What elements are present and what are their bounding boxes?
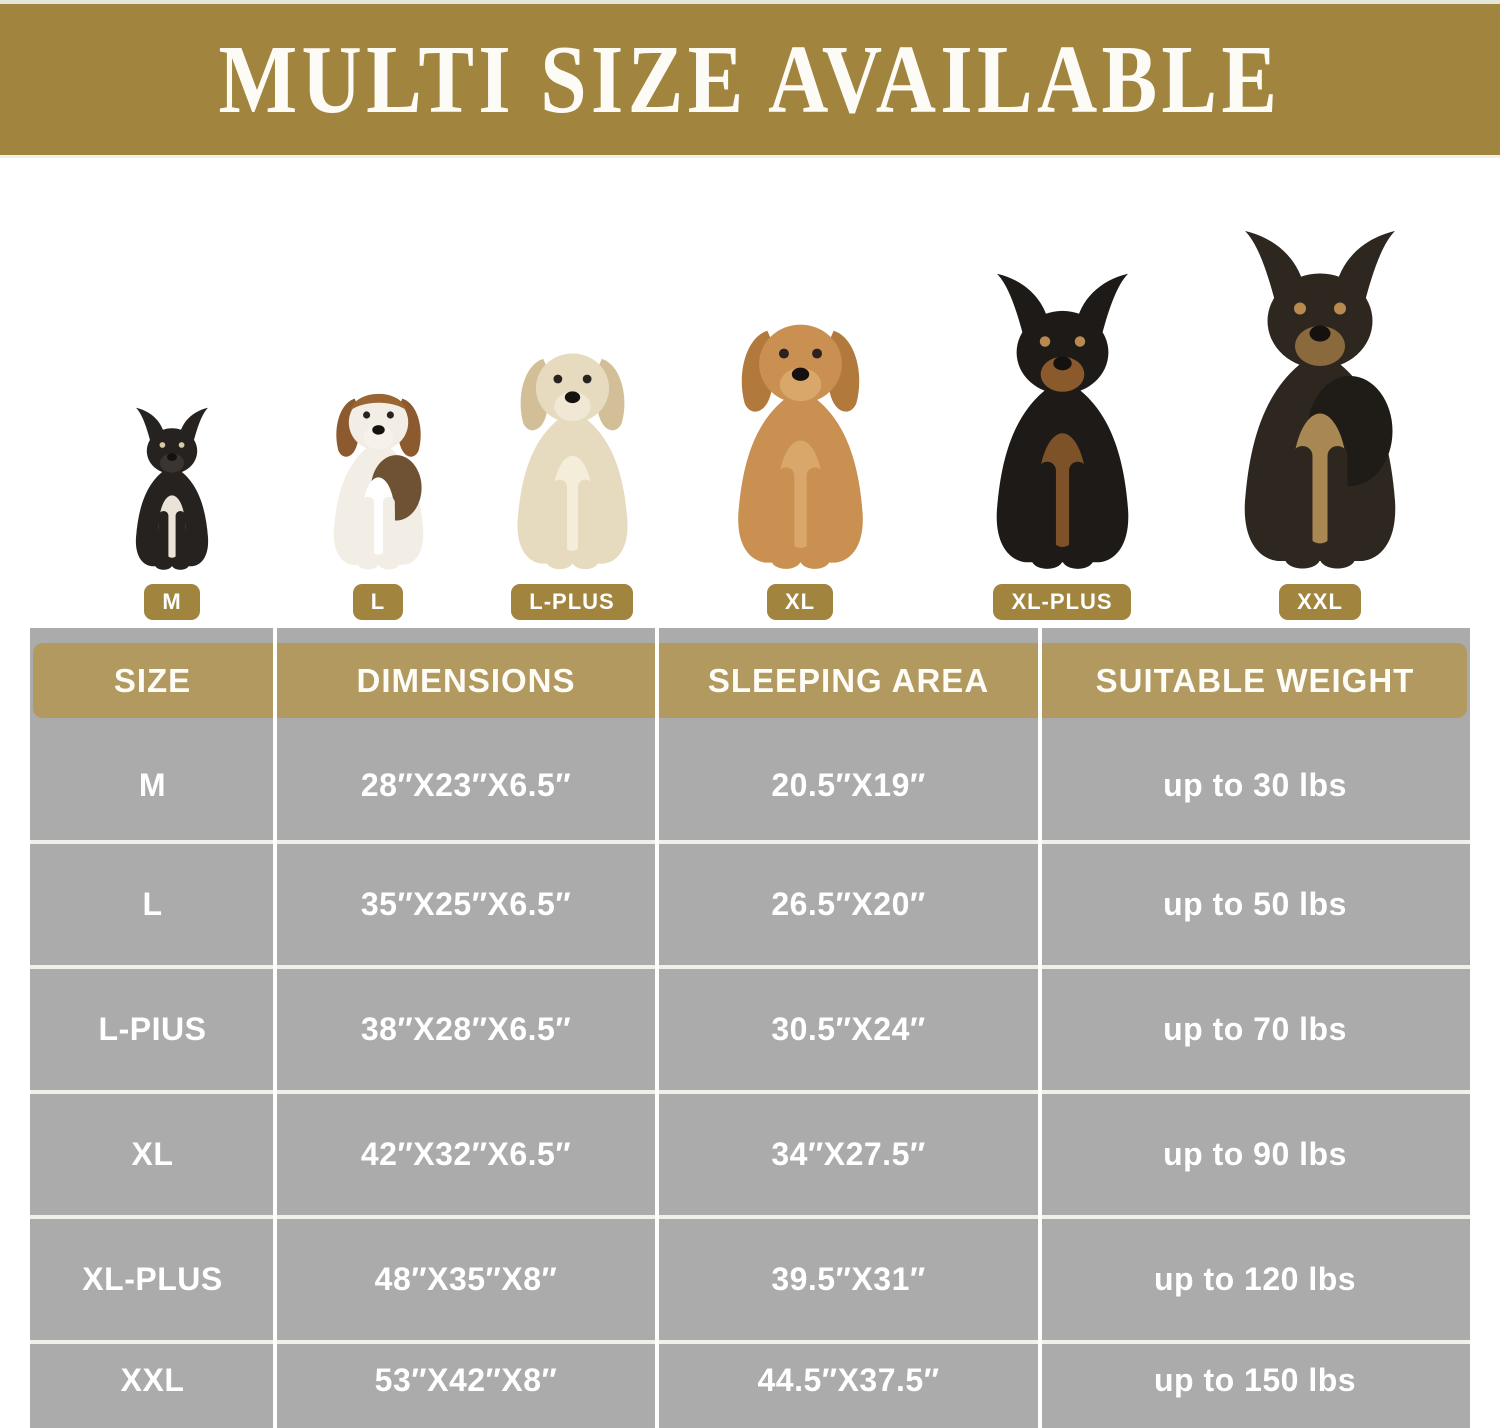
cell-suitable-weight: up to 70 lbs — [1163, 1011, 1347, 1047]
cell-suitable-weight: up to 120 lbs — [1153, 1261, 1357, 1297]
cell-dimensions: 48″X35″X8″ — [374, 1261, 558, 1297]
cell-dimensions: 42″X32″X6.5″ — [360, 1136, 572, 1172]
column-header-size: SIZE — [113, 661, 192, 699]
cell-suitable-weight: up to 90 lbs — [1163, 1136, 1347, 1172]
dog-figure-m: M — [92, 403, 252, 620]
cell-size: L — [142, 886, 163, 922]
cell-size: XL-PLUS — [82, 1261, 223, 1297]
size-badge-label: L-PLUS — [529, 589, 615, 614]
cell-sleeping-area: 30.5″X24″ — [771, 1011, 926, 1047]
dog-figure-l: L — [288, 363, 468, 620]
column-divider — [655, 628, 659, 1428]
german-shepherd-illustration — [1195, 221, 1445, 571]
beagle-illustration — [304, 363, 453, 571]
cell-sleeping-area: 44.5″X37.5″ — [757, 1362, 940, 1398]
size-badge-xl: XL — [766, 584, 834, 620]
page-title: MULTI SIZE AVAILABLE — [218, 26, 1282, 133]
size-badge-xxl: XXL — [1279, 584, 1361, 620]
column-divider — [1038, 628, 1042, 1428]
cell-sleeping-area: 34″X27.5″ — [771, 1136, 926, 1172]
cell-suitable-weight: up to 50 lbs — [1163, 886, 1347, 922]
doberman-illustration — [953, 265, 1172, 571]
cell-sleeping-area: 20.5″X19″ — [771, 766, 926, 803]
cell-size: XL — [131, 1136, 174, 1172]
size-badge-xl-plus: XL-PLUS — [993, 584, 1131, 620]
dog-figure-xl: XL — [690, 281, 910, 620]
column-header-sleeping-area: SLEEPING AREA — [707, 661, 990, 699]
title-banner: MULTI SIZE AVAILABLE — [0, 0, 1500, 158]
size-badge-label: M — [162, 589, 182, 614]
french-bulldog-illustration — [112, 403, 232, 571]
cream-retriever-illustration — [481, 315, 664, 571]
cell-suitable-weight: up to 150 lbs — [1153, 1362, 1357, 1398]
table-row: XL 42″X32″X6.5″ 34″X27.5″ up to 90 lbs — [30, 1090, 1470, 1215]
dog-size-comparison: M L L-PLUS XL XL-PLUS XXL — [0, 158, 1500, 628]
size-badge-label: L — [370, 589, 386, 614]
table-row: XL-PLUS 48″X35″X8″ 39.5″X31″ up to 120 l… — [30, 1215, 1470, 1340]
size-badge-l-plus: L-PLUS — [511, 584, 633, 620]
cell-dimensions: 35″X25″X6.5″ — [360, 886, 572, 922]
golden-retriever-illustration — [697, 281, 904, 571]
cell-dimensions: 38″X28″X6.5″ — [360, 1011, 572, 1047]
cell-suitable-weight: up to 30 lbs — [1163, 766, 1347, 803]
cell-dimensions: 28″X23″X6.5″ — [360, 766, 572, 803]
size-badge-label: XL-PLUS — [1011, 589, 1113, 614]
column-header-suitable-weight: SUITABLE WEIGHT — [1095, 661, 1415, 699]
column-divider — [273, 628, 277, 1428]
table-row: XXL 53″X42″X8″ 44.5″X37.5″ up to 150 lbs — [30, 1340, 1470, 1428]
table-row: L-PIUS 38″X28″X6.5″ 30.5″X24″ up to 70 l… — [30, 965, 1470, 1090]
column-header-dimensions: DIMENSIONS — [356, 661, 576, 699]
cell-size: M — [138, 766, 167, 803]
dog-figure-xxl: XXL — [1190, 221, 1450, 620]
size-badge-label: XL — [784, 589, 816, 614]
cell-sleeping-area: 39.5″X31″ — [771, 1261, 926, 1297]
cell-size: XXL — [120, 1362, 185, 1398]
table-row: M 28″X23″X6.5″ 20.5″X19″ up to 30 lbs — [30, 730, 1470, 840]
cell-dimensions: 53″X42″X8″ — [374, 1362, 558, 1398]
size-badge-label: XXL — [1297, 589, 1343, 614]
size-badge-l: L — [352, 584, 404, 620]
cell-sleeping-area: 26.5″X20″ — [771, 886, 926, 922]
table-header-bar — [33, 643, 1467, 718]
size-badge-m: M — [144, 584, 200, 620]
size-chart-table: SIZE DIMENSIONS SLEEPING AREA SUITABLE W… — [30, 628, 1470, 1428]
table-row: L 35″X25″X6.5″ 26.5″X20″ up to 50 lbs — [30, 840, 1470, 965]
dog-figure-xl-plus: XL-PLUS — [942, 265, 1182, 620]
cell-size: L-PIUS — [98, 1011, 207, 1047]
dog-figure-l-plus: L-PLUS — [472, 315, 672, 620]
table-header: SIZE DIMENSIONS SLEEPING AREA SUITABLE W… — [30, 628, 1470, 730]
